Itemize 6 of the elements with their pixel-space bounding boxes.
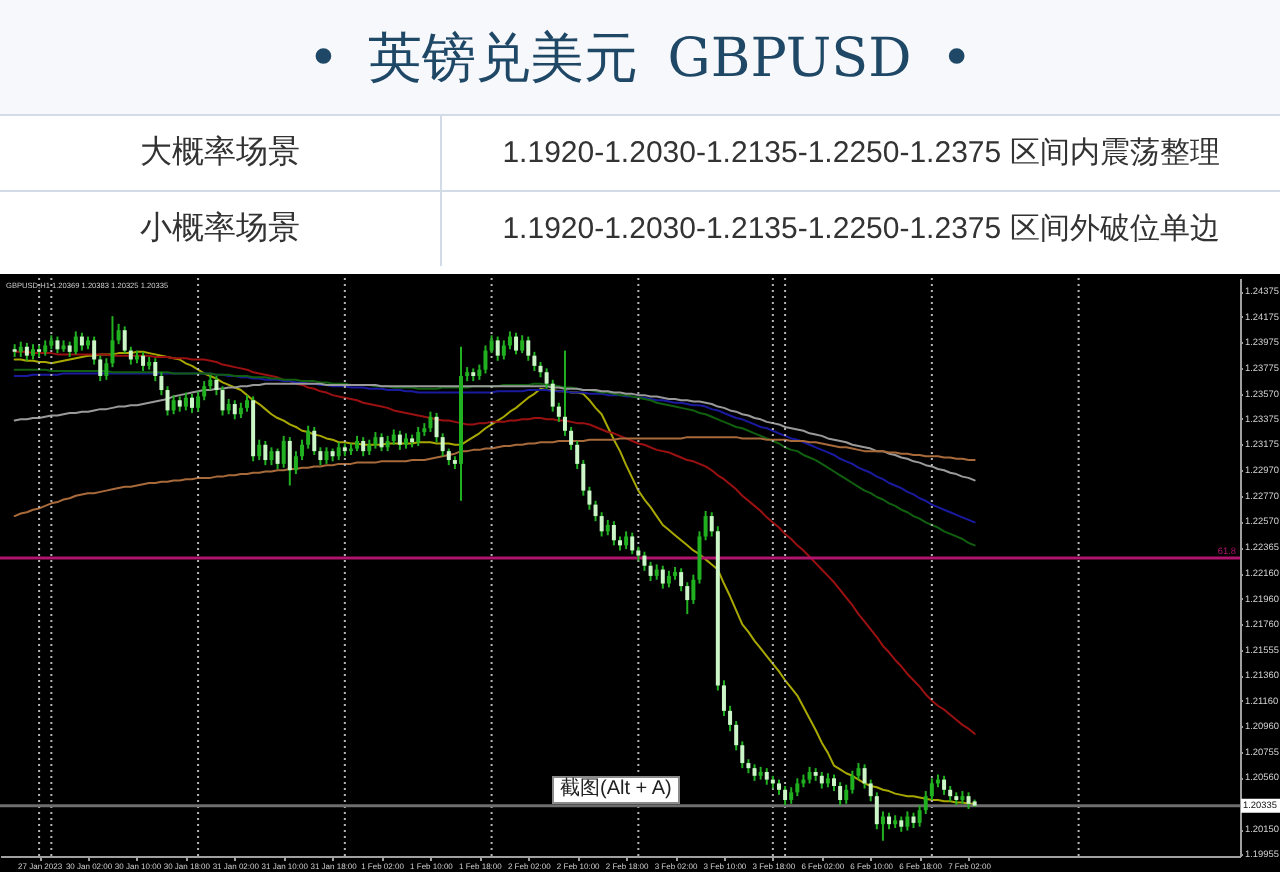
- text: 大概率场景: [0, 115, 441, 191]
- text: 小概率场景: [0, 191, 441, 266]
- text: 1.1920-1.2030-1.2135-1.2250-1.2375 区间内震荡整理: [441, 115, 1280, 191]
- annotation: 截图(Alt + A): [552, 776, 680, 804]
- text: • 英镑兑美元 GBPUSD •: [0, 0, 1280, 114]
- text: 1.1920-1.2030-1.2135-1.2250-1.2375 区间外破位单边: [441, 191, 1280, 266]
